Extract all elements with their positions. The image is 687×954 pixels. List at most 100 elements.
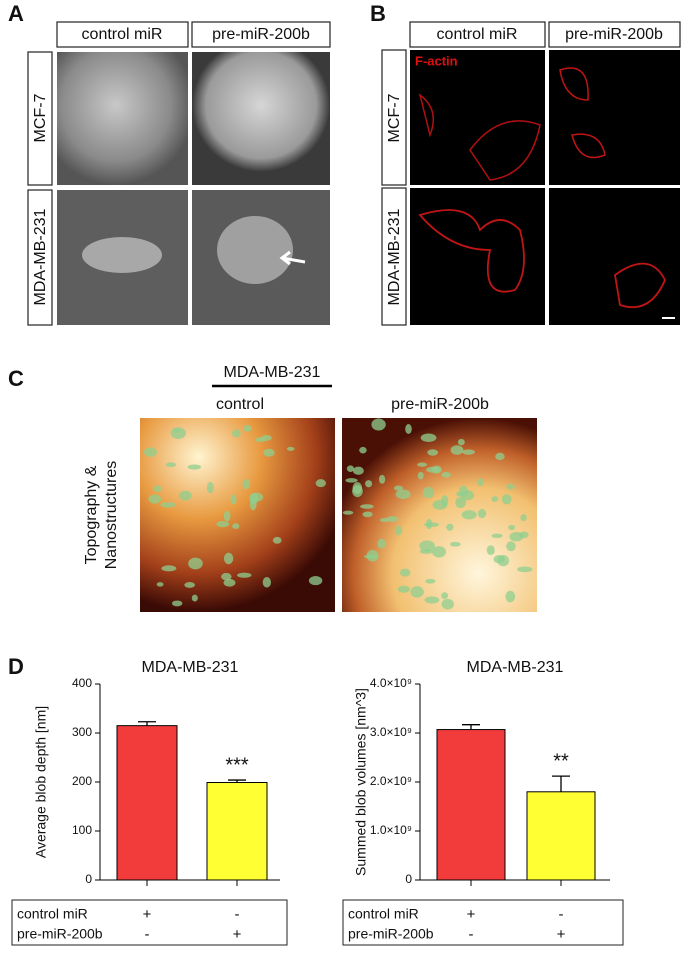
blob (419, 549, 434, 554)
fluorescence-image (410, 188, 545, 325)
blob (148, 494, 162, 504)
blob (216, 521, 230, 528)
blob (286, 446, 295, 451)
blob (424, 596, 440, 604)
afm-image (140, 418, 335, 612)
blob (477, 509, 487, 519)
blob (517, 566, 533, 573)
blob (362, 511, 373, 518)
blob (242, 424, 253, 432)
blob (272, 536, 282, 544)
blob (432, 546, 447, 558)
blob (410, 586, 424, 598)
condition-name: pre-miR-200b (348, 926, 434, 942)
blob (417, 462, 428, 467)
blob (457, 438, 465, 446)
blob (232, 429, 241, 438)
panel-label: D (8, 654, 24, 679)
error-bar (462, 724, 480, 730)
blob (371, 418, 386, 431)
blob (352, 466, 364, 475)
blob (427, 449, 439, 456)
condition-sign: + (557, 926, 566, 943)
condition-sign: + (467, 906, 476, 923)
significance: ** (553, 750, 569, 772)
fluorescence-image (549, 188, 680, 325)
blob (432, 499, 448, 510)
y-tick-label: 4.0×10⁹ (370, 676, 412, 690)
header-box (56, 21, 189, 48)
blob (378, 474, 386, 484)
y-tick-label: 100 (72, 823, 92, 837)
row-label: MDA-MB-231 (32, 208, 49, 305)
blob (426, 518, 433, 530)
blob (449, 541, 461, 547)
blob (505, 590, 516, 603)
blob (308, 576, 323, 586)
y-tick-label: 0 (85, 872, 92, 886)
blob (237, 572, 252, 578)
cell-outline (418, 209, 525, 293)
blob (397, 585, 410, 593)
afm-image (342, 418, 537, 612)
blob (188, 557, 203, 570)
blob (458, 485, 468, 498)
y-tick-label: 1.0×10⁹ (370, 823, 412, 837)
condition-sign: - (559, 906, 564, 923)
row-label: MCF-7 (386, 93, 403, 142)
condition-sign: + (143, 906, 152, 923)
blob (342, 510, 354, 515)
blob (395, 489, 411, 500)
condition-name: control miR (348, 906, 419, 922)
row-label: MDA-MB-231 (386, 208, 403, 305)
blob (446, 523, 454, 531)
cell-line: MDA-MB-231 (224, 364, 321, 381)
row-label: Nanostructures (103, 461, 120, 570)
blob (156, 582, 164, 587)
column-header: control miR (82, 26, 163, 43)
blob (491, 533, 503, 539)
condition-sign: - (145, 926, 150, 943)
column-header: control (216, 396, 264, 413)
column-header: control miR (437, 26, 518, 43)
blob (441, 592, 449, 600)
bar (206, 781, 268, 881)
blob (223, 510, 231, 522)
condition-sign: - (235, 906, 240, 923)
condition-table (342, 899, 624, 946)
header-box (409, 21, 546, 48)
blob (263, 448, 275, 457)
condition-sign: + (233, 926, 242, 943)
blob (223, 578, 236, 587)
significance: *** (225, 754, 249, 776)
blob (206, 482, 214, 494)
error-bar (228, 779, 246, 783)
y-axis-label: Summed blob volumes [nm^3] (353, 688, 369, 876)
blob (426, 466, 440, 473)
panel-label: A (8, 1, 24, 26)
blob (187, 464, 202, 470)
panel-label: B (370, 1, 386, 26)
blob (399, 568, 411, 577)
header-box (191, 21, 331, 48)
blob (420, 433, 437, 442)
blob (153, 485, 162, 492)
blob (477, 478, 484, 487)
blob (346, 465, 355, 472)
arrow (279, 250, 306, 266)
blob (221, 572, 232, 581)
blob (491, 496, 499, 502)
blob (419, 540, 435, 552)
blob (232, 523, 240, 530)
bar (116, 725, 178, 881)
row-box (27, 51, 53, 186)
row-label: MCF-7 (32, 93, 49, 142)
blob (519, 531, 529, 539)
blob (359, 446, 367, 454)
blob (262, 576, 271, 588)
blob (417, 471, 424, 480)
row-label: Topography & (83, 465, 100, 564)
stain-label: F-actin (415, 53, 458, 68)
blob (441, 598, 454, 610)
